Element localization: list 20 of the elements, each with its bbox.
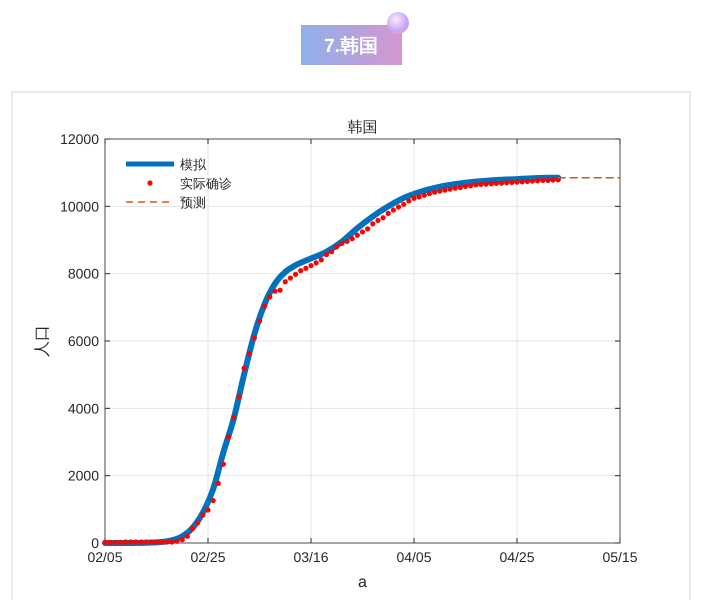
x-axis-title: a [358, 574, 368, 591]
y-tick-label: 12000 [60, 131, 100, 147]
legend-label: 预测 [180, 195, 206, 210]
x-tick-label: 03/16 [293, 549, 329, 565]
x-tick-label: 04/05 [396, 549, 432, 565]
y-axis-title: 人口 [34, 325, 51, 357]
y-tick-label: 2000 [68, 468, 100, 484]
y-tick-label: 6000 [68, 333, 100, 349]
x-tick-label: 04/25 [499, 549, 535, 565]
y-tick-label: 8000 [68, 266, 100, 282]
y-tick-label: 10000 [60, 198, 100, 214]
legend-label: 实际确诊 [180, 176, 232, 191]
y-tick-label: 4000 [68, 400, 100, 416]
x-tick-label: 02/25 [190, 549, 226, 565]
text: 7.韩国 [324, 35, 378, 57]
y-tick-label: 0 [91, 535, 100, 551]
x-tick-label: 02/05 [87, 549, 123, 565]
x-tick-label: 05/15 [602, 549, 638, 565]
legend-label: 模拟 [180, 157, 207, 172]
chart-title: 韩国 [348, 119, 378, 136]
